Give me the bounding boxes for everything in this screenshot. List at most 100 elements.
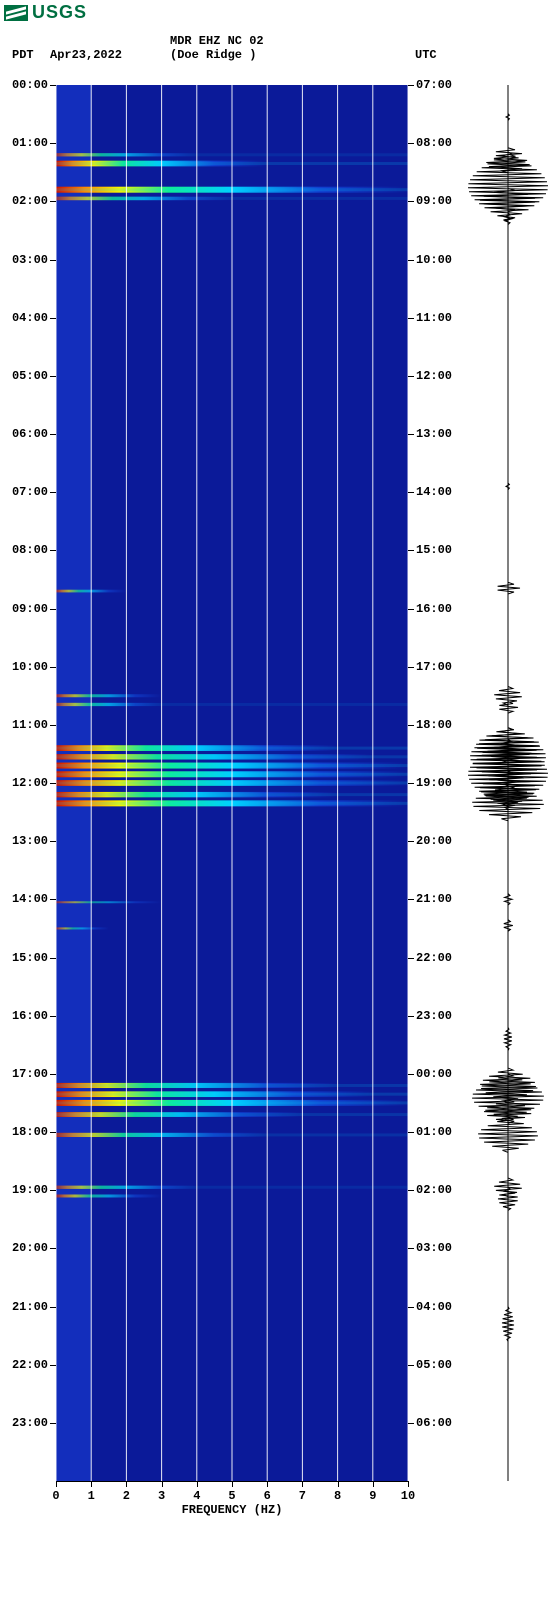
right-tick-label: 03:00 <box>416 1241 452 1255</box>
seismogram-svg <box>468 85 548 1481</box>
left-tick-label: 19:00 <box>12 1183 48 1197</box>
x-tick-mark <box>126 1481 127 1487</box>
x-axis-title: FREQUENCY (HZ) <box>182 1503 283 1517</box>
x-tick-label: 2 <box>123 1489 130 1503</box>
right-tick-mark <box>408 376 414 377</box>
left-tick-mark <box>50 1016 56 1017</box>
right-tick-label: 16:00 <box>416 602 452 616</box>
left-tick-label: 11:00 <box>12 718 48 732</box>
tz-left-label: PDT <box>12 48 34 62</box>
left-tick-mark <box>50 1365 56 1366</box>
right-tick-mark <box>408 1365 414 1366</box>
right-tick-label: 20:00 <box>416 834 452 848</box>
right-tick-label: 02:00 <box>416 1183 452 1197</box>
right-time-axis: 07:0008:0009:0010:0011:0012:0013:0014:00… <box>408 85 468 1481</box>
right-tick-mark <box>408 958 414 959</box>
right-tick-mark <box>408 550 414 551</box>
right-tick-label: 15:00 <box>416 543 452 557</box>
right-tick-mark <box>408 1016 414 1017</box>
right-tick-mark <box>408 609 414 610</box>
right-tick-label: 08:00 <box>416 136 452 150</box>
left-tick-label: 22:00 <box>12 1358 48 1372</box>
x-tick-mark <box>267 1481 268 1487</box>
right-tick-label: 12:00 <box>416 369 452 383</box>
x-tick-mark <box>197 1481 198 1487</box>
x-tick-label: 6 <box>264 1489 271 1503</box>
left-tick-mark <box>50 725 56 726</box>
left-tick-label: 08:00 <box>12 543 48 557</box>
left-tick-label: 14:00 <box>12 892 48 906</box>
right-tick-mark <box>408 725 414 726</box>
left-tick-mark <box>50 899 56 900</box>
right-tick-mark <box>408 260 414 261</box>
x-tick-mark <box>408 1481 409 1487</box>
x-tick-label: 1 <box>88 1489 95 1503</box>
right-tick-mark <box>408 667 414 668</box>
right-tick-label: 10:00 <box>416 253 452 267</box>
right-tick-mark <box>408 1248 414 1249</box>
x-tick-mark <box>373 1481 374 1487</box>
left-tick-mark <box>50 958 56 959</box>
left-tick-label: 04:00 <box>12 311 48 325</box>
x-tick-mark <box>232 1481 233 1487</box>
usgs-logo: USGS <box>4 2 87 23</box>
left-tick-mark <box>50 1248 56 1249</box>
right-tick-mark <box>408 1423 414 1424</box>
left-tick-label: 23:00 <box>12 1416 48 1430</box>
station-name: (Doe Ridge ) <box>170 48 256 62</box>
spectrogram-svg <box>56 85 408 1481</box>
left-tick-mark <box>50 550 56 551</box>
left-tick-label: 12:00 <box>12 776 48 790</box>
x-tick-label: 8 <box>334 1489 341 1503</box>
left-tick-mark <box>50 783 56 784</box>
right-tick-mark <box>408 1132 414 1133</box>
right-tick-mark <box>408 85 414 86</box>
left-tick-mark <box>50 1190 56 1191</box>
right-tick-mark <box>408 1190 414 1191</box>
right-tick-mark <box>408 783 414 784</box>
x-tick-label: 4 <box>193 1489 200 1503</box>
right-tick-mark <box>408 143 414 144</box>
right-tick-label: 23:00 <box>416 1009 452 1023</box>
spectrogram-plot <box>56 85 408 1481</box>
right-tick-mark <box>408 1074 414 1075</box>
left-tick-mark <box>50 143 56 144</box>
x-tick-label: 0 <box>52 1489 59 1503</box>
right-tick-label: 14:00 <box>416 485 452 499</box>
left-tick-label: 09:00 <box>12 602 48 616</box>
left-tick-mark <box>50 434 56 435</box>
x-tick-label: 5 <box>228 1489 235 1503</box>
right-tick-mark <box>408 434 414 435</box>
right-tick-label: 17:00 <box>416 660 452 674</box>
left-tick-mark <box>50 667 56 668</box>
left-tick-mark <box>50 260 56 261</box>
left-tick-mark <box>50 1307 56 1308</box>
right-tick-mark <box>408 201 414 202</box>
station-id: MDR EHZ NC 02 <box>170 34 264 48</box>
left-tick-label: 07:00 <box>12 485 48 499</box>
right-tick-mark <box>408 841 414 842</box>
left-tick-mark <box>50 492 56 493</box>
x-tick-label: 9 <box>369 1489 376 1503</box>
right-tick-mark <box>408 492 414 493</box>
left-tick-mark <box>50 1074 56 1075</box>
right-tick-label: 06:00 <box>416 1416 452 1430</box>
x-tick-label: 7 <box>299 1489 306 1503</box>
date-label: Apr23,2022 <box>50 48 122 62</box>
right-tick-mark <box>408 1307 414 1308</box>
left-tick-mark <box>50 318 56 319</box>
left-tick-label: 16:00 <box>12 1009 48 1023</box>
tz-right-label: UTC <box>415 48 437 62</box>
left-tick-label: 03:00 <box>12 253 48 267</box>
left-tick-label: 02:00 <box>12 194 48 208</box>
left-tick-label: 18:00 <box>12 1125 48 1139</box>
left-tick-label: 05:00 <box>12 369 48 383</box>
x-tick-label: 3 <box>158 1489 165 1503</box>
x-tick-mark <box>338 1481 339 1487</box>
left-tick-label: 21:00 <box>12 1300 48 1314</box>
right-tick-mark <box>408 899 414 900</box>
right-tick-label: 05:00 <box>416 1358 452 1372</box>
left-tick-label: 17:00 <box>12 1067 48 1081</box>
usgs-logo-text: USGS <box>32 2 87 23</box>
left-tick-label: 10:00 <box>12 660 48 674</box>
